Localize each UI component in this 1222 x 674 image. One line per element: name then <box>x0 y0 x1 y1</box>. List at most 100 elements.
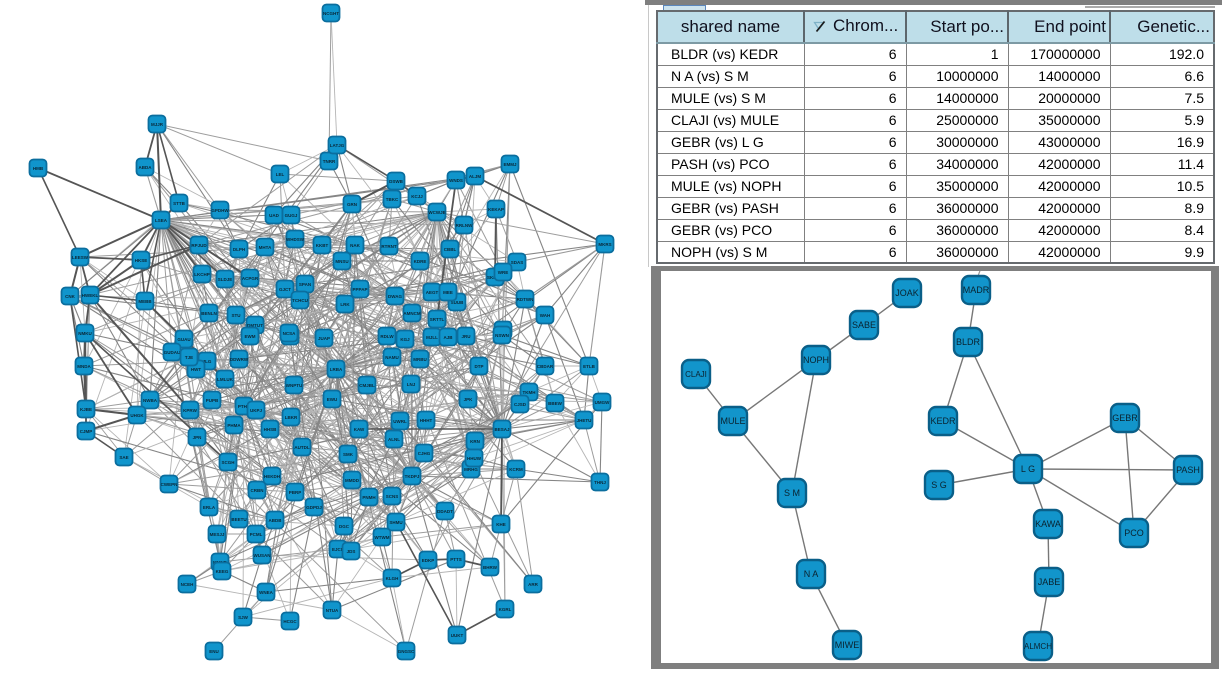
svg-text:LKCHP: LKCHP <box>194 272 210 277</box>
svg-text:KPRW: KPRW <box>183 408 197 413</box>
svg-text:CJSD: CJSD <box>514 402 527 407</box>
svg-text:SPAN: SPAN <box>299 282 311 287</box>
svg-text:DLPH: DLPH <box>233 247 245 252</box>
svg-text:STU: STU <box>232 313 241 318</box>
svg-text:LATJG: LATJG <box>330 143 345 148</box>
svg-text:JUAP: JUAP <box>318 336 330 341</box>
svg-text:TKMH: TKMH <box>523 390 536 395</box>
svg-text:S M: S M <box>784 488 800 498</box>
svg-text:UMGW: UMGW <box>595 400 610 405</box>
svg-text:AJB: AJB <box>443 335 453 340</box>
svg-text:EWU: EWU <box>327 397 338 402</box>
svg-text:SAE: SAE <box>119 455 128 460</box>
svg-text:NMKU: NMKU <box>78 331 92 336</box>
svg-text:KAW: KAW <box>354 427 365 432</box>
svg-text:MMDD: MMDD <box>345 478 360 483</box>
svg-text:NWBA: NWBA <box>143 398 158 403</box>
svg-text:LBKR: LBKR <box>285 415 298 420</box>
svg-text:MJJR: MJJR <box>151 122 164 127</box>
svg-text:SDAS: SDAS <box>511 260 524 265</box>
svg-text:MKRS: MKRS <box>598 242 611 247</box>
svg-text:HWEKL: HWEKL <box>82 293 99 298</box>
svg-text:ARR: ARR <box>528 582 538 587</box>
svg-text:NAMU: NAMU <box>385 355 399 360</box>
svg-text:SCNS: SCNS <box>386 494 399 499</box>
svg-text:KAWA: KAWA <box>1035 519 1061 529</box>
svg-text:LEL: LEL <box>276 172 285 177</box>
svg-text:GPDHW: GPDHW <box>211 208 229 213</box>
svg-text:KCRM: KCRM <box>509 467 523 472</box>
svg-text:NCGHT: NCGHT <box>323 11 339 16</box>
svg-text:SLDJE: SLDJE <box>218 277 233 282</box>
svg-text:ALJM: ALJM <box>469 174 482 179</box>
svg-text:GNGSC: GNGSC <box>398 649 415 654</box>
svg-text:MHTA: MHTA <box>259 245 272 250</box>
svg-text:GUAU: GUAU <box>177 337 190 342</box>
svg-text:ENU: ENU <box>209 649 219 654</box>
svg-text:HMB: HMB <box>33 166 44 171</box>
svg-text:NAK: NAK <box>350 243 360 248</box>
svg-text:CLAJI: CLAJI <box>685 370 707 379</box>
svg-text:TKDPJ: TKDPJ <box>405 474 420 479</box>
svg-text:HEKDH: HEKDH <box>264 474 280 479</box>
svg-text:BEETU: BEETU <box>231 517 246 522</box>
svg-text:CJHG: CJHG <box>418 451 431 456</box>
svg-text:SUUB: SUUB <box>451 300 465 305</box>
svg-text:MNDA: MNDA <box>77 364 91 369</box>
svg-text:ALNL: ALNL <box>388 437 400 442</box>
svg-text:UKPJ: UKPJ <box>250 408 263 413</box>
svg-text:WCWJE: WCWJE <box>428 210 445 215</box>
svg-text:PTHC: PTHC <box>238 404 251 409</box>
svg-text:GRN: GRN <box>347 202 357 207</box>
svg-text:WTWM: WTWM <box>375 535 390 540</box>
svg-text:RRLNW: RRLNW <box>456 223 473 228</box>
svg-text:NOPH: NOPH <box>803 355 829 365</box>
svg-text:HCGC: HCGC <box>283 619 297 624</box>
svg-text:SJW: SJW <box>238 615 249 620</box>
svg-text:HHHT: HHHT <box>420 418 433 423</box>
svg-text:SCGH: SCGH <box>221 460 234 465</box>
svg-text:WUSAN: WUSAN <box>254 553 271 558</box>
svg-text:AEGT: AEGT <box>426 290 439 295</box>
svg-text:BENLN: BENLN <box>201 311 217 316</box>
svg-text:NCEH: NCEH <box>181 582 194 587</box>
svg-text:KHE: KHE <box>496 522 506 527</box>
svg-text:PHMA: PHMA <box>227 423 241 428</box>
svg-text:MIWE: MIWE <box>835 640 860 650</box>
svg-text:WNEA: WNEA <box>259 590 273 595</box>
svg-text:ABDA: ABDA <box>139 165 153 170</box>
svg-text:MEBB: MEBB <box>138 299 152 304</box>
svg-text:TJE: TJE <box>185 355 193 360</box>
svg-text:KGRL: KGRL <box>499 607 512 612</box>
svg-text:UWRL: UWRL <box>393 419 407 424</box>
svg-text:GEBR: GEBR <box>1112 413 1138 423</box>
svg-text:ALMCH: ALMCH <box>1024 642 1052 651</box>
svg-text:MRBU: MRBU <box>413 357 427 362</box>
svg-text:KDRE: KDRE <box>414 259 427 264</box>
svg-text:ABDB: ABDB <box>269 518 283 523</box>
svg-text:JOAK: JOAK <box>895 288 919 298</box>
svg-text:KEKAP: KEKAP <box>488 207 504 212</box>
svg-text:DDADT: DDADT <box>437 509 453 514</box>
svg-text:MULE: MULE <box>720 416 745 426</box>
svg-text:WAH: WAH <box>540 313 551 318</box>
svg-text:DDWRW: DDWRW <box>230 357 249 362</box>
svg-text:RPJUD: RPJUD <box>191 243 207 248</box>
svg-text:MJLL: MJLL <box>426 335 438 340</box>
svg-text:CWEPN: CWEPN <box>161 482 178 487</box>
svg-text:CBBL: CBBL <box>444 247 457 252</box>
svg-text:TCHCU: TCHCU <box>292 298 308 303</box>
svg-text:GUDAU: GUDAU <box>164 350 181 355</box>
svg-text:BESAJ: BESAJ <box>494 427 510 432</box>
svg-text:JABE: JABE <box>1038 577 1061 587</box>
svg-text:LNJ: LNJ <box>407 382 416 387</box>
svg-text:UHGK: UHGK <box>130 413 144 418</box>
svg-text:RDTWN: RDTWN <box>517 297 534 302</box>
svg-text:WHDSW: WHDSW <box>286 237 305 242</box>
svg-text:GDPDJ: GDPDJ <box>306 505 322 510</box>
svg-text:PASH: PASH <box>1176 465 1200 475</box>
svg-text:CNK: CNK <box>65 294 75 299</box>
svg-text:JHETU: JHETU <box>577 418 592 423</box>
svg-text:WNPTU: WNPTU <box>286 383 303 388</box>
svg-text:LRK: LRK <box>340 302 350 307</box>
